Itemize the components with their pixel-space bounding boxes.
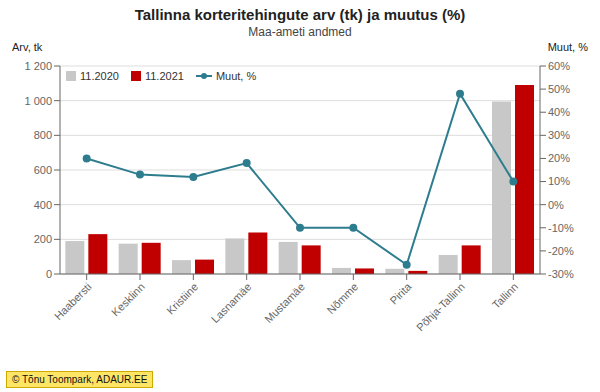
svg-text:1 000: 1 000 <box>24 95 52 107</box>
html-text:Arv, tk: Arv, tk <box>12 41 43 53</box>
html-text:Muut, %: Muut, % <box>547 41 588 53</box>
html-text:© Tõnu Toompark, ADAUR.EE: © Tõnu Toompark, ADAUR.EE <box>12 374 148 385</box>
svg-text:Kesklinn: Kesklinn <box>109 280 147 318</box>
svg-text:Tallinn: Tallinn <box>490 280 521 311</box>
svg-text:0: 0 <box>46 268 52 280</box>
svg-text:Põhja-Tallinn: Põhja-Tallinn <box>414 280 467 333</box>
svg-text:30%: 30% <box>548 129 570 141</box>
svg-text:Haabersti: Haabersti <box>52 280 94 322</box>
svg-text:Kristiine: Kristiine <box>164 280 200 316</box>
svg-text:20%: 20% <box>548 152 570 164</box>
svg-text:-20%: -20% <box>548 245 574 257</box>
svg-text:Pirita: Pirita <box>387 280 414 307</box>
svg-text:Lasnamäe: Lasnamäe <box>209 280 254 325</box>
svg-text:60%: 60% <box>548 60 570 72</box>
svg-text:-10%: -10% <box>548 222 574 234</box>
svg-text:1 200: 1 200 <box>24 60 52 72</box>
svg-text:Nõmme: Nõmme <box>325 280 361 316</box>
svg-text:40%: 40% <box>548 106 570 118</box>
svg-text:-30%: -30% <box>548 268 574 280</box>
html-text:Muut, %: Muut, % <box>215 70 257 82</box>
svg-text:600: 600 <box>34 164 52 176</box>
svg-text:10%: 10% <box>548 175 570 187</box>
svg-text:0%: 0% <box>548 199 564 211</box>
html-text:Maa-ameti andmed: Maa-ameti andmed <box>248 25 352 39</box>
svg-text:200: 200 <box>34 233 52 245</box>
html-text:Tallinna korteritehingute arv: Tallinna korteritehingute arv (tk) ja mu… <box>134 6 466 23</box>
svg-text:400: 400 <box>34 199 52 211</box>
html-text:11.2020: 11.2020 <box>80 70 119 82</box>
svg-text:50%: 50% <box>548 83 570 95</box>
svg-text:800: 800 <box>34 129 52 141</box>
html-text:11.2021: 11.2021 <box>145 70 184 82</box>
svg-text:Mustamäe: Mustamäe <box>262 280 307 325</box>
